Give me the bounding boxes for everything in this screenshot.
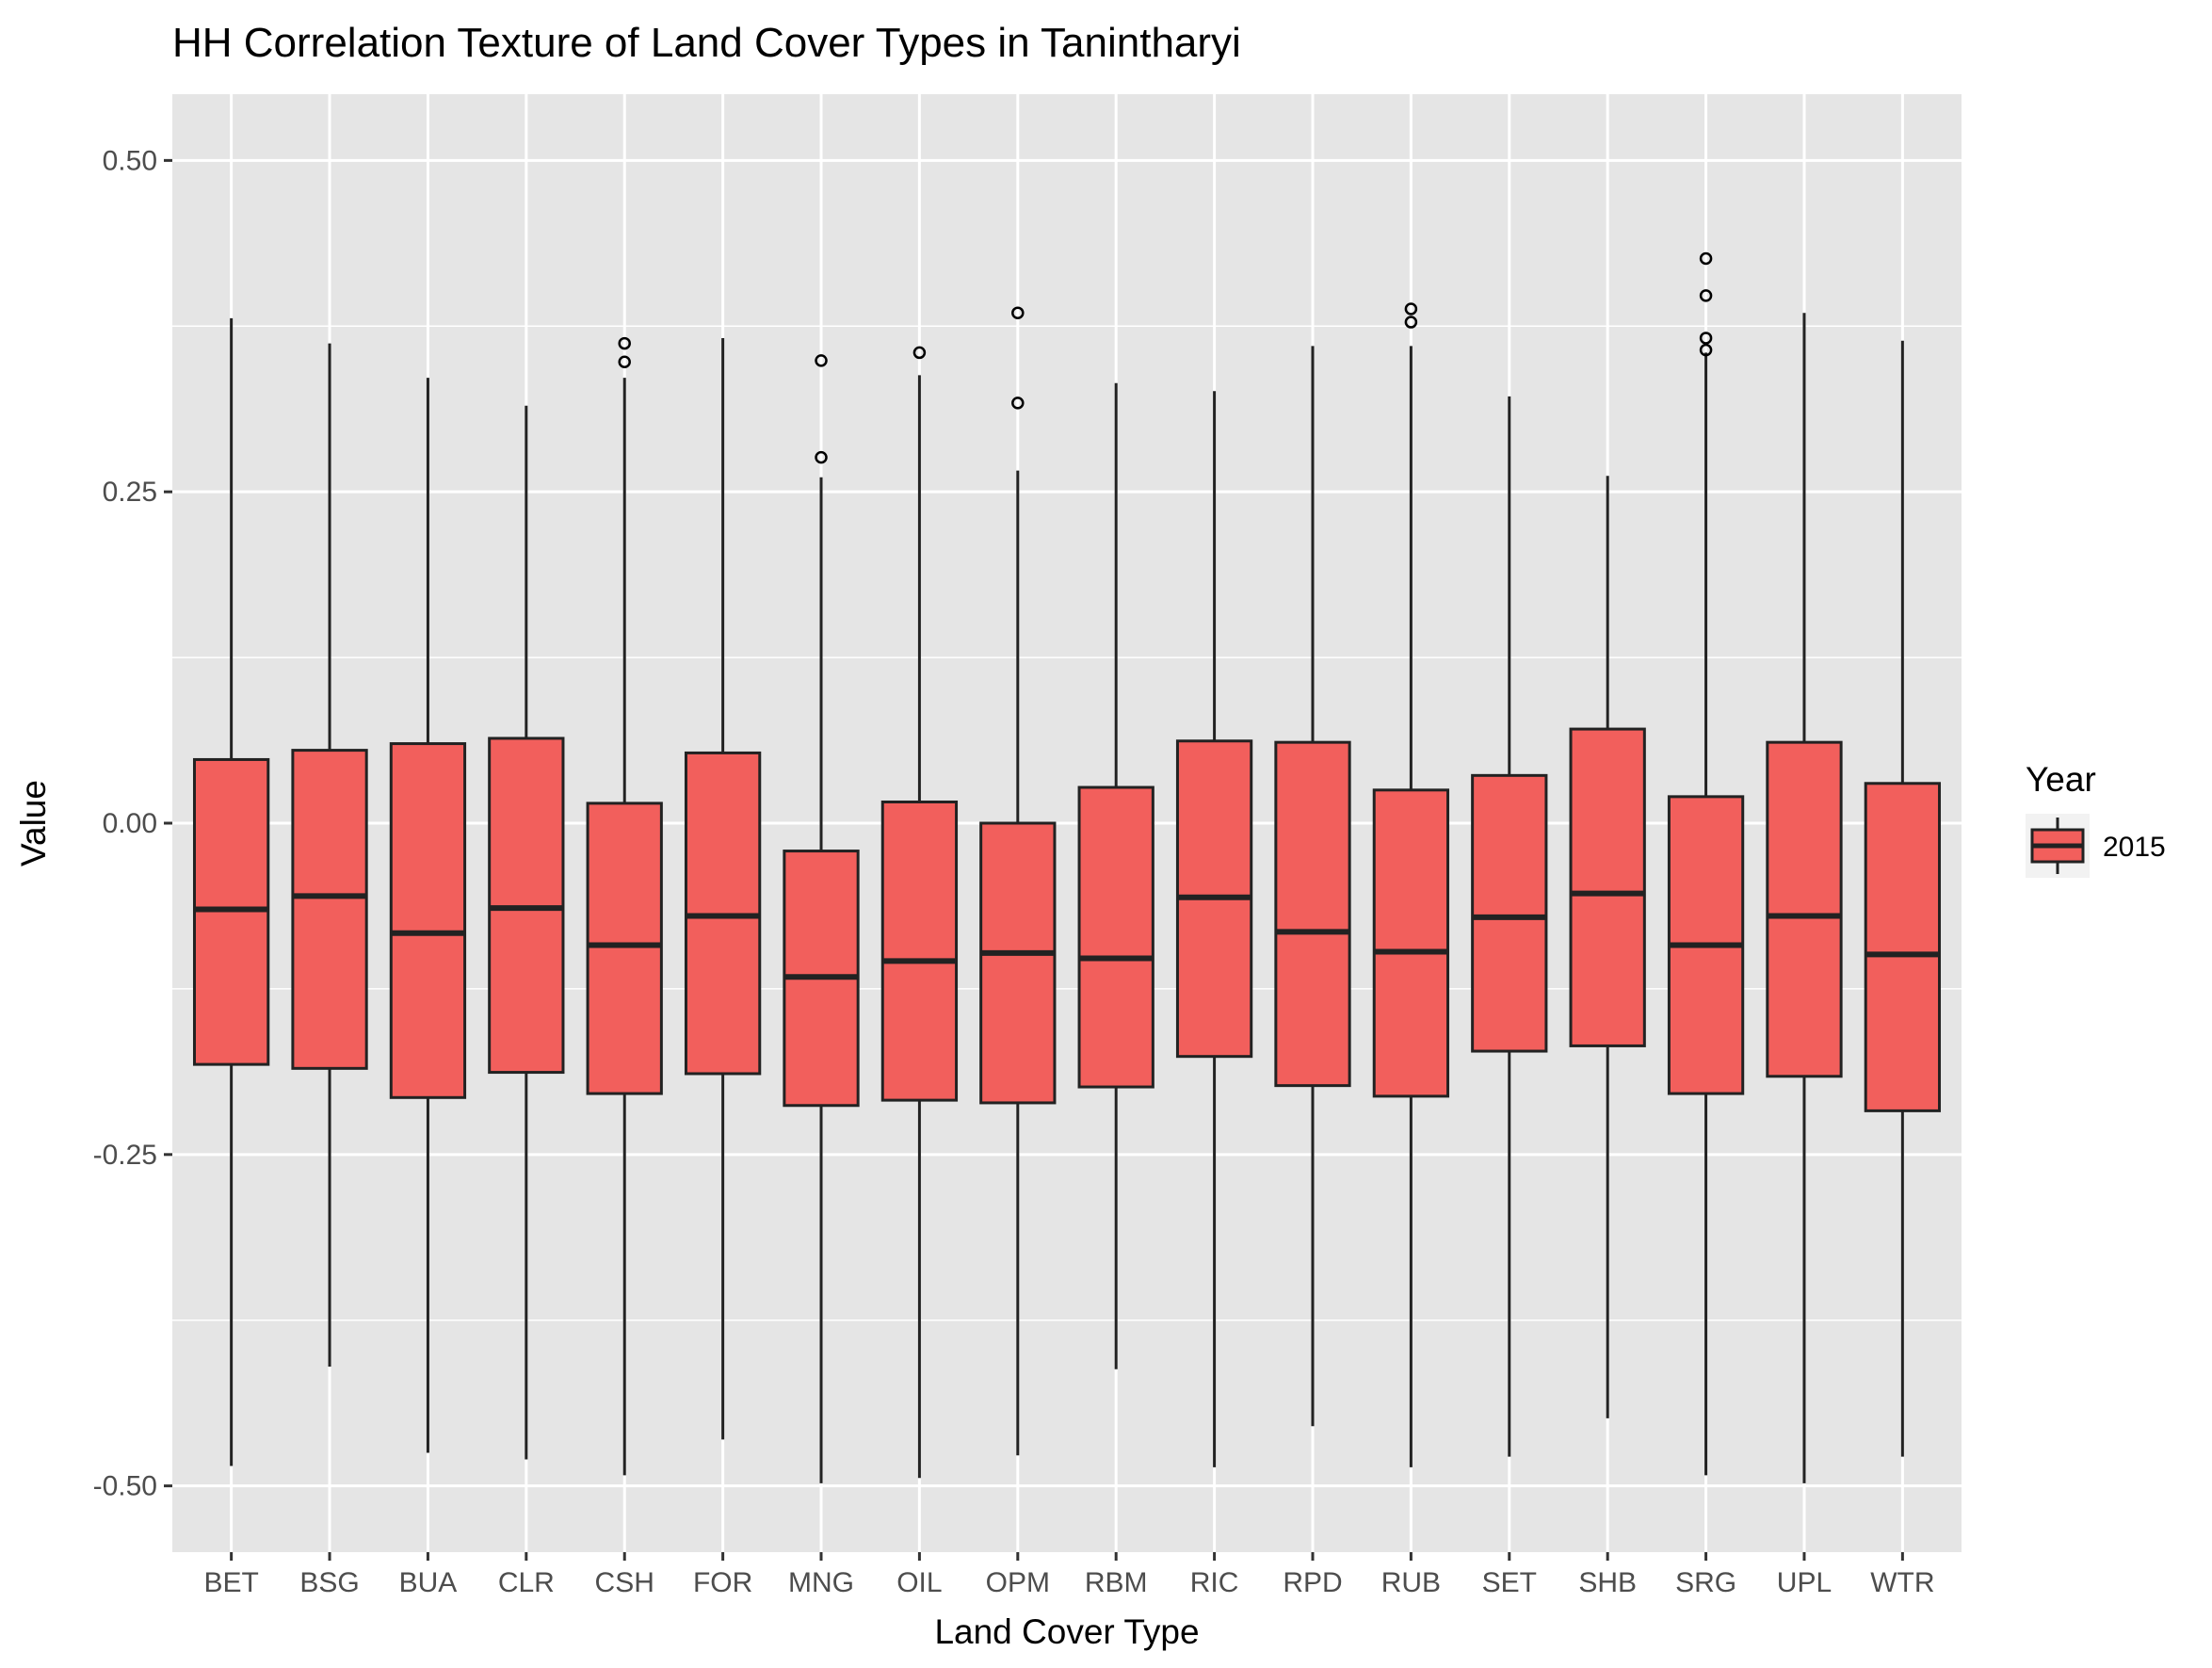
- x-tick-label: BET: [203, 1567, 258, 1598]
- x-tick-label: SRG: [1675, 1567, 1736, 1598]
- outlier-point: [1699, 332, 1713, 345]
- box-iqr: [291, 749, 368, 1070]
- outlier-point: [1011, 306, 1025, 319]
- box-clr: [488, 405, 565, 1460]
- outlier-point: [1404, 302, 1418, 316]
- box-iqr: [389, 742, 467, 1099]
- x-axis: BET BSG BUA CLR CSH FOR MNG OIL OPM RBM RIC RPD RUB S…: [203, 1552, 1935, 1598]
- outlier-point: [1699, 251, 1713, 266]
- legend: Year 2015: [2026, 760, 2166, 878]
- y-axis-title: Value: [14, 780, 53, 866]
- x-axis-title: Land Cover Type: [934, 1612, 1199, 1651]
- y-tick-label: -0.25: [93, 1140, 157, 1171]
- box-rbm: [1077, 382, 1154, 1369]
- box-shb: [1569, 476, 1646, 1418]
- box-for: [684, 337, 762, 1440]
- box-oil: [880, 346, 959, 1479]
- y-tick-label: -0.50: [93, 1471, 157, 1502]
- outlier-point: [618, 355, 631, 369]
- box-bua: [389, 378, 467, 1453]
- outlier-point: [618, 336, 631, 350]
- chart-title: HH Correlation Texture of Land Cover Typ…: [172, 20, 1241, 66]
- x-tick-label: RBM: [1085, 1567, 1148, 1598]
- box-upl: [1766, 313, 1843, 1483]
- outlier-point: [815, 354, 828, 367]
- box-iqr: [1864, 782, 1942, 1112]
- x-tick-label: OIL: [896, 1567, 942, 1598]
- box-iqr: [1766, 740, 1843, 1078]
- outlier-point: [1699, 289, 1713, 302]
- box-iqr: [1471, 773, 1548, 1053]
- y-tick-label: 0.25: [103, 477, 157, 508]
- x-tick-label: WTR: [1870, 1567, 1934, 1598]
- box-ric: [1175, 391, 1253, 1467]
- box-rpd: [1274, 346, 1351, 1427]
- outlier-point: [815, 450, 828, 464]
- box-iqr: [1372, 788, 1450, 1098]
- x-tick-label: CSH: [595, 1567, 654, 1598]
- x-tick-label: FOR: [693, 1567, 752, 1598]
- y-tick-label: 0.00: [103, 808, 157, 839]
- x-tick-label: OPM: [986, 1567, 1050, 1598]
- box-bet: [192, 317, 270, 1466]
- y-axis: 0.50 0.25 0.00 -0.25 -0.50: [93, 145, 172, 1502]
- box-iqr: [880, 800, 959, 1102]
- box-opm: [979, 306, 1057, 1456]
- y-tick-label: 0.50: [103, 145, 157, 176]
- outlier-point: [1011, 397, 1025, 410]
- box-srg: [1667, 251, 1745, 1476]
- box-iqr: [979, 821, 1057, 1105]
- legend-label-2015: 2015: [2103, 832, 2166, 863]
- x-tick-label: RIC: [1190, 1567, 1239, 1598]
- box-mng: [783, 354, 860, 1483]
- x-tick-label: SHB: [1578, 1567, 1637, 1598]
- x-tick-label: UPL: [1777, 1567, 1832, 1598]
- outlier-point: [1404, 316, 1418, 329]
- box-iqr: [1077, 785, 1154, 1089]
- box-bsg: [291, 343, 368, 1367]
- x-tick-label: RPD: [1283, 1567, 1342, 1598]
- box-iqr: [1274, 740, 1351, 1088]
- x-tick-label: MNG: [788, 1567, 854, 1598]
- legend-title: Year: [2026, 760, 2096, 799]
- outlier-point: [1699, 343, 1713, 357]
- outlier-point: [912, 346, 927, 360]
- box-rub: [1372, 302, 1450, 1467]
- box-csh: [586, 336, 663, 1476]
- x-tick-label: SET: [1482, 1567, 1537, 1598]
- x-tick-label: BSG: [299, 1567, 359, 1598]
- box-series: [192, 251, 1942, 1483]
- box-iqr: [1569, 727, 1646, 1047]
- x-tick-label: CLR: [498, 1567, 555, 1598]
- box-set: [1471, 396, 1548, 1457]
- box-iqr: [586, 802, 663, 1095]
- box-wtr: [1864, 340, 1942, 1457]
- x-tick-label: RUB: [1381, 1567, 1441, 1598]
- x-tick-label: BUA: [399, 1567, 458, 1598]
